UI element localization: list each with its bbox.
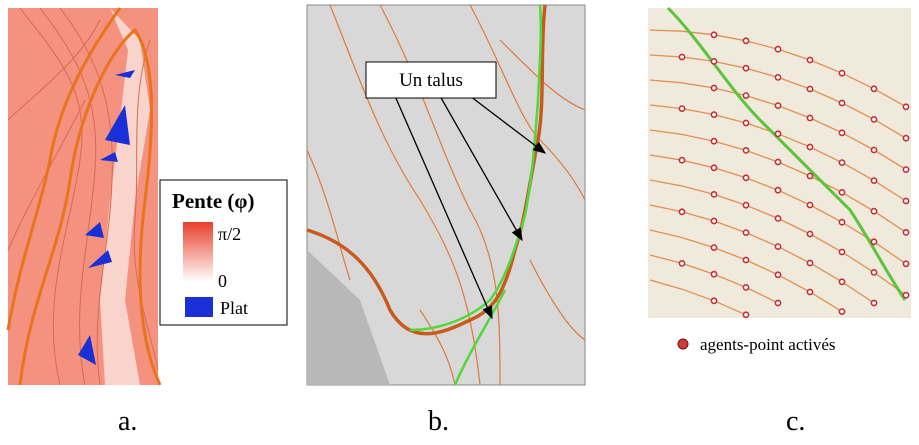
agent-point (679, 106, 684, 111)
agent-point (775, 159, 780, 164)
agent-point (775, 47, 780, 52)
agent-point (807, 86, 812, 91)
agent-point (743, 285, 748, 290)
agent-point (775, 300, 780, 305)
agent-point (679, 209, 684, 214)
agent-point (871, 117, 876, 122)
panel-a: Pente (φ) π/2 0 Plat a. (8, 8, 287, 437)
agent-point (871, 86, 876, 91)
agent-point (807, 57, 812, 62)
agent-point (743, 203, 748, 208)
agent-point (711, 272, 716, 277)
agent-point (679, 54, 684, 59)
agent-point (775, 216, 780, 221)
agent-point (839, 279, 844, 284)
agent-point (871, 209, 876, 214)
agent-point (775, 103, 780, 108)
agent-point (743, 93, 748, 98)
agent-point (871, 300, 876, 305)
agent-point (775, 272, 780, 277)
agent-point (807, 289, 812, 294)
agent-point (871, 270, 876, 275)
agent-point (743, 175, 748, 180)
panel-label: b. (428, 406, 449, 437)
agent-point (839, 309, 844, 314)
agent-point (807, 115, 812, 120)
agent-point (711, 139, 716, 144)
legend-low: 0 (218, 271, 227, 291)
agent-point (839, 249, 844, 254)
agent-point (743, 148, 748, 153)
agent-point (839, 190, 844, 195)
agent-point (903, 293, 908, 298)
legend-marker (678, 339, 688, 349)
agent-point (775, 188, 780, 193)
agent-point (871, 178, 876, 183)
agent-point (679, 261, 684, 266)
legend-label: agents-point activés (700, 335, 836, 354)
agent-point (679, 158, 684, 163)
agent-point (711, 245, 716, 250)
agent-point (903, 198, 908, 203)
agent-point (807, 231, 812, 236)
agent-point (711, 59, 716, 64)
agent-point (711, 165, 716, 170)
agent-point (711, 85, 716, 90)
legend-flat-swatch (185, 297, 213, 317)
legend-title: Pente (φ) (172, 189, 254, 213)
agent-point (775, 131, 780, 136)
agent-point (839, 220, 844, 225)
agent-point (807, 173, 812, 178)
agent-point (839, 71, 844, 76)
agent-point (711, 192, 716, 197)
agent-point (711, 218, 716, 223)
agent-point (903, 230, 908, 235)
agent-point (871, 147, 876, 152)
agent-point (807, 260, 812, 265)
agent-point (711, 298, 716, 303)
agent-point (775, 75, 780, 80)
callout: Un talus (399, 70, 463, 91)
panel-label: c. (786, 406, 805, 437)
agent-point (903, 167, 908, 172)
legend-flat: Plat (220, 298, 248, 318)
legend-high: π/2 (218, 224, 241, 244)
panel-label: a. (118, 406, 137, 437)
agent-point (903, 136, 908, 141)
legend-gradient (183, 222, 213, 282)
agent-point (711, 112, 716, 117)
agent-point (775, 244, 780, 249)
figure: Pente (φ) π/2 0 Plat a. Un talus b. (0, 0, 919, 440)
agent-point (807, 202, 812, 207)
panel-c: agents-point activés c. (648, 8, 911, 437)
agent-point (743, 230, 748, 235)
agent-point (743, 257, 748, 262)
agent-point (903, 104, 908, 109)
agent-point (711, 32, 716, 37)
agent-point (743, 312, 748, 317)
agent-point (871, 239, 876, 244)
agent-point (903, 261, 908, 266)
agent-point (839, 130, 844, 135)
agent-point (807, 144, 812, 149)
agent-point (743, 120, 748, 125)
agent-point (743, 66, 748, 71)
agent-point (743, 38, 748, 43)
agent-point (839, 100, 844, 105)
panel-b: Un talus b. (307, 5, 585, 437)
agent-point (839, 160, 844, 165)
